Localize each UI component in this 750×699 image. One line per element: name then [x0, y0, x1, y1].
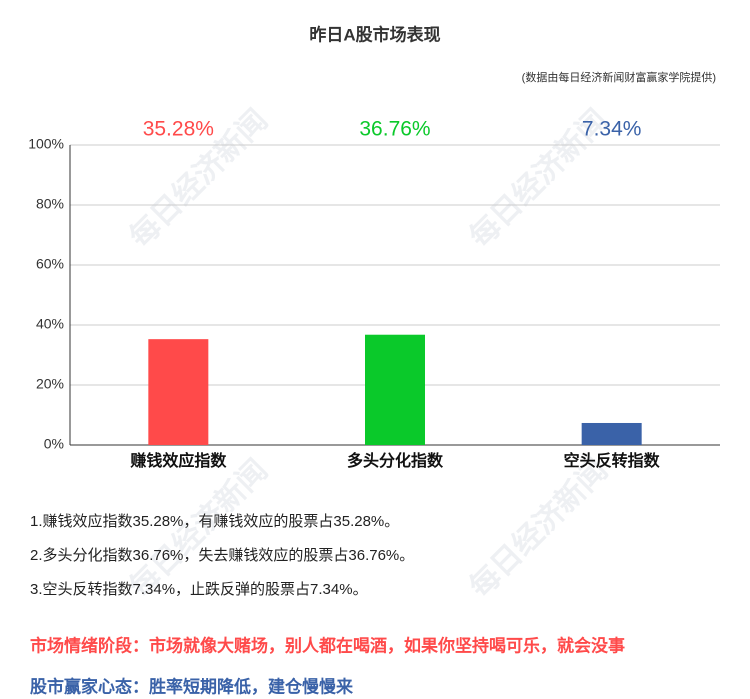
- x-tick-label: 空头反转指数: [564, 451, 661, 470]
- chart-subtitle: (数据由每日经济新闻财富赢家学院提供): [522, 70, 716, 84]
- x-tick-label: 赚钱效应指数: [129, 451, 227, 470]
- x-tick-label: 多头分化指数: [347, 451, 444, 470]
- note: 3.空头反转指数7.34%，止跌反弹的股票占7.34%。: [30, 581, 368, 598]
- y-tick-label: 20%: [36, 376, 64, 392]
- highlight: 市场情绪阶段：市场就像大赌场，别人都在喝酒，如果你坚持喝可乐，就会没事: [30, 635, 625, 655]
- bar: [365, 334, 425, 445]
- y-tick-label: 40%: [36, 316, 64, 332]
- value-label: 35.28%: [143, 118, 214, 141]
- bar: [148, 339, 209, 445]
- y-tick-label: 0%: [44, 436, 64, 452]
- y-tick-label: 80%: [36, 196, 64, 212]
- y-tick-label: 100%: [28, 136, 64, 152]
- note: 2.多头分化指数36.76%，失去赚钱效应的股票占36.76%。: [30, 546, 414, 564]
- chart-title: 昨日A股市场表现: [309, 24, 440, 44]
- highlight: 股市赢家心态：胜率短期降低，建仓慢慢来: [30, 676, 354, 696]
- note: 1.赚钱效应指数35.28%，有赚钱效应的股票占35.28%。: [30, 512, 399, 530]
- y-tick-label: 60%: [36, 256, 64, 272]
- value-label: 36.76%: [359, 118, 430, 141]
- value-label: 7.34%: [582, 118, 642, 141]
- bar: [581, 422, 642, 445]
- watermark: 每日经济新闻: [463, 453, 614, 604]
